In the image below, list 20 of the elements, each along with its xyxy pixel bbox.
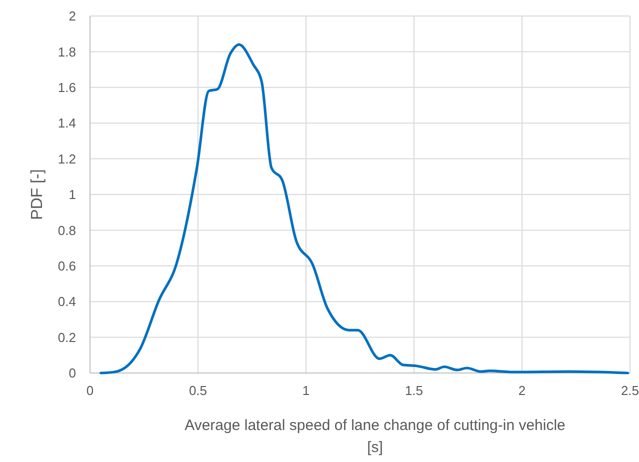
x-tick-label: 0.5 <box>188 383 208 398</box>
y-tick-label: 1.2 <box>58 151 76 166</box>
y-tick-label: 1.6 <box>58 80 76 95</box>
x-tick-label: 1 <box>302 383 310 398</box>
x-axis-title: Average lateral speed of lane change of cutting-in vehicle [s] <box>184 417 566 456</box>
x-tick-label: 1.5 <box>404 383 424 398</box>
y-tick-label: 0.6 <box>58 258 76 274</box>
y-tick-label: 1.4 <box>58 116 76 131</box>
y-axis-title: PDF [-] <box>29 169 46 220</box>
line-series <box>100 43 630 374</box>
x-tick-label: 2.5 <box>620 383 639 398</box>
y-tick-label: 0.4 <box>58 294 76 310</box>
x-tick-label: 2 <box>518 383 526 398</box>
y-tick-label: 0.8 <box>58 222 76 238</box>
y-tick-label: 0 <box>68 366 76 381</box>
x-tick-label: 0 <box>86 383 94 398</box>
y-tick-label: 0.2 <box>58 330 76 345</box>
y-tick-label: 1 <box>68 187 76 202</box>
y-tick-label: 1.8 <box>58 44 76 60</box>
y-tick-label: 2 <box>68 8 76 24</box>
